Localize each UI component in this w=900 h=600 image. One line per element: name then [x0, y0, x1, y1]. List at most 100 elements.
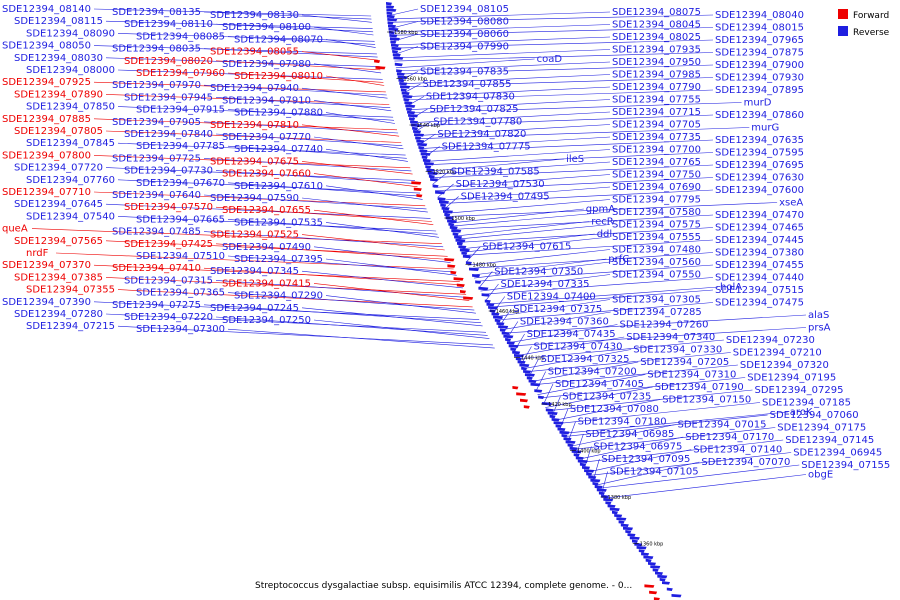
reverse-gene-label: SDE12394_08085	[136, 31, 225, 42]
reverse-gene-label: SDE12394_07475	[715, 298, 804, 309]
reverse-gene-feature	[534, 389, 543, 393]
reverse-gene-feature	[403, 98, 410, 102]
reverse-gene-label: SDE12394_07555	[612, 232, 701, 243]
reverse-gene-feature	[386, 5, 395, 9]
reverse-gene-feature	[555, 424, 562, 428]
label-connector	[387, 11, 611, 20]
reverse-gene-feature	[444, 213, 451, 217]
label-connector	[227, 255, 456, 273]
tick-label: 1500 kbp	[451, 216, 475, 222]
reverse-gene-feature	[441, 206, 450, 211]
reverse-gene-feature	[394, 62, 403, 67]
forward-gene-label: SDE12394_07385	[14, 272, 103, 283]
reverse-gene-label: SDE12394_07535	[234, 217, 323, 228]
reverse-gene-label: SDE12394_06945	[793, 448, 882, 459]
label-connector	[472, 258, 607, 276]
label-connector	[105, 167, 416, 181]
reverse-gene-label: SDE12394_08140	[2, 4, 91, 15]
right-gene-labels: SDE12394_08105 SDE12394_08075 SDE12394_080…	[420, 4, 890, 481]
reverse-gene-label: SDE12394_08080	[420, 17, 509, 28]
reverse-gene-feature	[577, 459, 588, 463]
reverse-gene-feature	[420, 152, 431, 156]
reverse-gene-label: SDE12394_07405	[555, 379, 644, 390]
reverse-gene-feature	[475, 280, 482, 284]
label-connector	[571, 427, 776, 450]
reverse-gene-feature	[386, 11, 393, 15]
label-connector	[445, 202, 778, 217]
reverse-gene-label: SDE12394_07340	[626, 332, 715, 343]
label-connector	[117, 179, 421, 194]
reverse-gene-label: SDE12394_07435	[527, 329, 616, 340]
label-connector	[524, 352, 731, 373]
label-connector	[594, 461, 700, 486]
reverse-gene-feature	[409, 117, 416, 121]
reverse-gene-label: SDE12394_08025	[612, 32, 701, 43]
forward-gene-feature	[516, 392, 527, 396]
reverse-gene-label: SDE12394_07260	[620, 320, 709, 331]
reverse-gene-feature	[439, 200, 449, 204]
label-connector	[313, 136, 404, 150]
reverse-gene-label: SDE12394_07725	[112, 153, 201, 164]
tick-label: 1520 kbp	[433, 170, 457, 176]
forward-gene-feature	[411, 181, 422, 185]
reverse-gene-label: SDE12394_07875	[715, 48, 804, 59]
forward-gene-label: SDE12394_08020	[124, 56, 213, 67]
reverse-gene-label: SDE12394_07455	[715, 260, 804, 271]
forward-gene-label: SDE12394_07415	[222, 278, 311, 289]
label-connector	[227, 72, 384, 83]
reverse-gene-feature	[396, 69, 403, 73]
forward-gene-feature	[413, 187, 422, 192]
reverse-gene-label: SDE12394_07175	[777, 423, 866, 434]
reverse-gene-feature	[386, 8, 397, 12]
reverse-gene-label: SDE12394_07630	[715, 173, 804, 184]
label-connector	[93, 191, 426, 207]
reverse-gene-label: prfC	[608, 254, 629, 265]
tick-label: 1400 kbp	[577, 449, 601, 455]
reverse-gene-label: SDE12394_07220	[124, 312, 213, 323]
reverse-gene-label: SDE12394_07315	[124, 275, 213, 286]
reverse-gene-feature	[405, 104, 416, 108]
label-connector	[509, 327, 807, 347]
reverse-gene-label: prsA	[808, 323, 831, 334]
reverse-gene-feature	[655, 571, 663, 575]
reverse-gene-feature	[641, 552, 650, 556]
label-connector	[500, 311, 611, 331]
reverse-gene-label: SDE12394_07440	[715, 273, 804, 284]
forward-gene-label: SDE12394_07885	[2, 114, 91, 125]
label-connector	[399, 74, 611, 85]
label-connector	[93, 264, 460, 282]
reverse-gene-label: SDE12394_07105	[610, 467, 699, 478]
forward-gene-label: SDE12394_07525	[210, 230, 299, 241]
reverse-gene-label: SDE12394_07200	[548, 367, 637, 378]
reverse-gene-label: SDE12394_07820	[437, 129, 526, 140]
label-connector	[301, 307, 483, 327]
reverse-gene-label: SDE12394_07840	[124, 129, 213, 140]
reverse-gene-feature	[526, 376, 533, 380]
label-connector	[433, 174, 611, 188]
reverse-gene-label: SDE12394_07320	[740, 360, 829, 371]
reverse-gene-feature	[478, 286, 489, 291]
reverse-gene-label: SDE12394_07515	[715, 285, 804, 296]
reverse-gene-label: SDE12394_08040	[715, 10, 804, 21]
reverse-gene-feature	[399, 82, 408, 86]
reverse-gene-label: SDE12394_07330	[633, 345, 722, 356]
reverse-gene-label: SDE12394_07860	[715, 110, 804, 121]
reverse-gene-feature	[407, 110, 416, 115]
label-connector	[429, 164, 714, 178]
label-connector	[438, 186, 611, 201]
label-connector	[555, 402, 761, 425]
label-connector	[313, 63, 382, 74]
reverse-gene-feature	[616, 517, 627, 521]
reverse-gene-feature	[662, 581, 670, 585]
reverse-gene-label: SDE12394_07690	[612, 182, 701, 193]
label-connector	[419, 136, 611, 149]
reverse-gene-label: SDE12394_08070	[234, 34, 323, 45]
reverse-gene-feature	[437, 197, 446, 201]
reverse-gene-feature	[557, 427, 566, 431]
forward-gene-label: SDE12394_07410	[112, 263, 201, 274]
reverse-gene-label: recR	[591, 217, 614, 228]
reverse-gene-feature	[594, 485, 603, 489]
reverse-gene-feature	[389, 34, 398, 38]
reverse-gene-feature	[401, 91, 410, 95]
label-connector	[543, 383, 554, 405]
